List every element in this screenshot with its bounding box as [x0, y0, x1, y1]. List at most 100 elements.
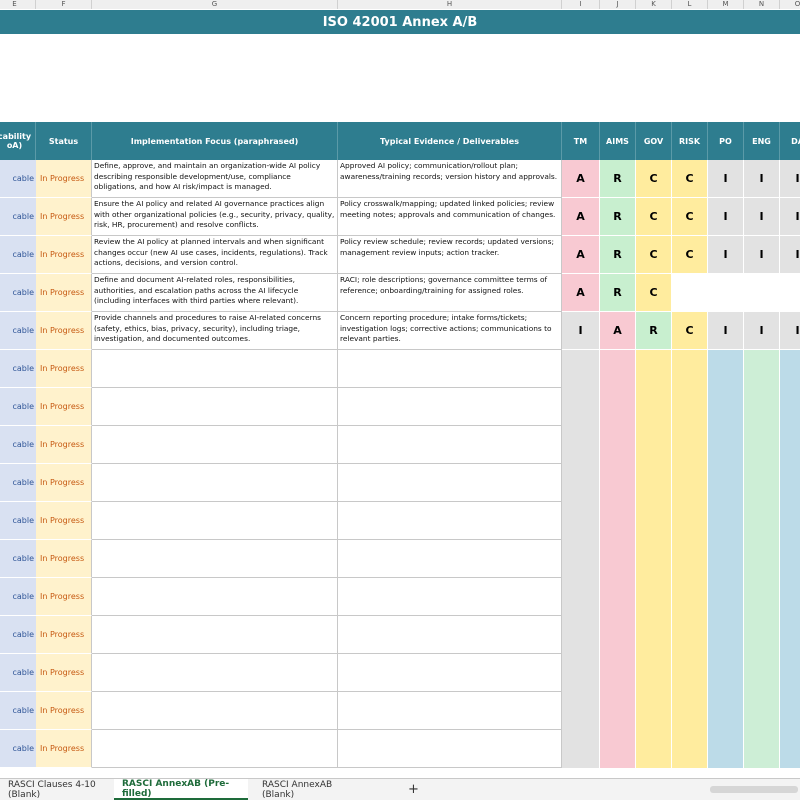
focus-cell [92, 350, 338, 388]
raci-cell: I [708, 160, 744, 198]
evidence-cell [338, 730, 562, 768]
raci-cell [672, 578, 708, 616]
add-sheet-button[interactable]: + [408, 782, 419, 797]
raci-cell [744, 730, 780, 768]
evidence-cell [338, 578, 562, 616]
raci-cell [780, 274, 800, 312]
raci-cell [562, 464, 600, 502]
column-letter: K [636, 0, 672, 9]
raci-cell [780, 388, 800, 426]
applicability-cell: cable [0, 198, 36, 236]
applicability-cell: cable [0, 692, 36, 730]
raci-cell: A [562, 160, 600, 198]
status-cell: In Progress [36, 274, 92, 312]
applicability-cell: cable [0, 616, 36, 654]
status-cell: In Progress [36, 616, 92, 654]
sheet-tab[interactable]: RASCI Clauses 4-10 (Blank) [8, 779, 96, 800]
title-bar: ISO 42001 Annex A/B [0, 10, 800, 34]
column-header: Typical Evidence / Deliverables [338, 122, 562, 160]
column-letter: J [600, 0, 636, 9]
raci-cell [672, 692, 708, 730]
raci-cell [744, 426, 780, 464]
applicability-cell: cable [0, 464, 36, 502]
focus-cell [92, 730, 338, 768]
raci-cell [600, 578, 636, 616]
focus-cell [92, 654, 338, 692]
raci-cell: C [672, 236, 708, 274]
raci-cell [562, 502, 600, 540]
raci-cell [708, 540, 744, 578]
raci-cell [562, 730, 600, 768]
raci-cell [672, 426, 708, 464]
raci-cell: I [780, 198, 800, 236]
raci-cell [562, 616, 600, 654]
raci-cell [562, 350, 600, 388]
applicability-cell: cable [0, 350, 36, 388]
raci-cell [708, 654, 744, 692]
raci-cell: C [672, 160, 708, 198]
raci-cell [636, 350, 672, 388]
evidence-cell [338, 540, 562, 578]
applicability-cell: cable [0, 388, 36, 426]
raci-cell [562, 388, 600, 426]
status-cell: In Progress [36, 692, 92, 730]
raci-cell [780, 730, 800, 768]
raci-cell [744, 692, 780, 730]
evidence-cell [338, 502, 562, 540]
evidence-cell: RACI; role descriptions; governance comm… [338, 274, 562, 312]
raci-cell [672, 388, 708, 426]
status-cell: In Progress [36, 654, 92, 692]
raci-cell: C [672, 198, 708, 236]
raci-cell [562, 426, 600, 464]
raci-cell [600, 350, 636, 388]
column-header: TM [562, 122, 600, 160]
raci-cell [636, 540, 672, 578]
evidence-cell: Policy crosswalk/mapping; updated linked… [338, 198, 562, 236]
raci-cell: R [636, 312, 672, 350]
raci-cell [636, 388, 672, 426]
raci-cell [600, 540, 636, 578]
raci-cell: I [562, 312, 600, 350]
evidence-cell [338, 426, 562, 464]
column-letter: L [672, 0, 708, 9]
status-cell: In Progress [36, 426, 92, 464]
focus-cell [92, 464, 338, 502]
focus-cell [92, 540, 338, 578]
raci-cell [600, 692, 636, 730]
raci-cell [744, 540, 780, 578]
column-letter: F [36, 0, 92, 9]
raci-cell [600, 730, 636, 768]
raci-cell [672, 616, 708, 654]
column-letter: O [780, 0, 800, 9]
raci-cell [780, 578, 800, 616]
raci-cell [636, 692, 672, 730]
raci-cell [672, 540, 708, 578]
status-cell: In Progress [36, 502, 92, 540]
raci-cell [780, 502, 800, 540]
raci-cell [600, 426, 636, 464]
raci-cell [600, 654, 636, 692]
sheet-tab[interactable]: RASCI AnnexAB (Blank) [262, 779, 333, 800]
raci-cell: A [600, 312, 636, 350]
focus-cell: Provide channels and procedures to raise… [92, 312, 338, 350]
focus-cell [92, 692, 338, 730]
applicability-cell: cable [0, 274, 36, 312]
column-header: Implementation Focus (paraphrased) [92, 122, 338, 160]
status-cell: In Progress [36, 730, 92, 768]
raci-cell [600, 464, 636, 502]
raci-cell: A [562, 274, 600, 312]
focus-cell: Review the AI policy at planned interval… [92, 236, 338, 274]
status-cell: In Progress [36, 312, 92, 350]
raci-cell: I [708, 312, 744, 350]
raci-cell: R [600, 274, 636, 312]
sheet-tab[interactable]: RASCI AnnexAB (Pre-filled) [114, 779, 248, 800]
column-header: PO [708, 122, 744, 160]
evidence-cell [338, 388, 562, 426]
raci-cell: I [708, 236, 744, 274]
raci-cell: I [744, 312, 780, 350]
raci-cell [708, 692, 744, 730]
raci-cell [744, 464, 780, 502]
raci-cell: C [636, 236, 672, 274]
status-cell: In Progress [36, 388, 92, 426]
focus-cell [92, 616, 338, 654]
